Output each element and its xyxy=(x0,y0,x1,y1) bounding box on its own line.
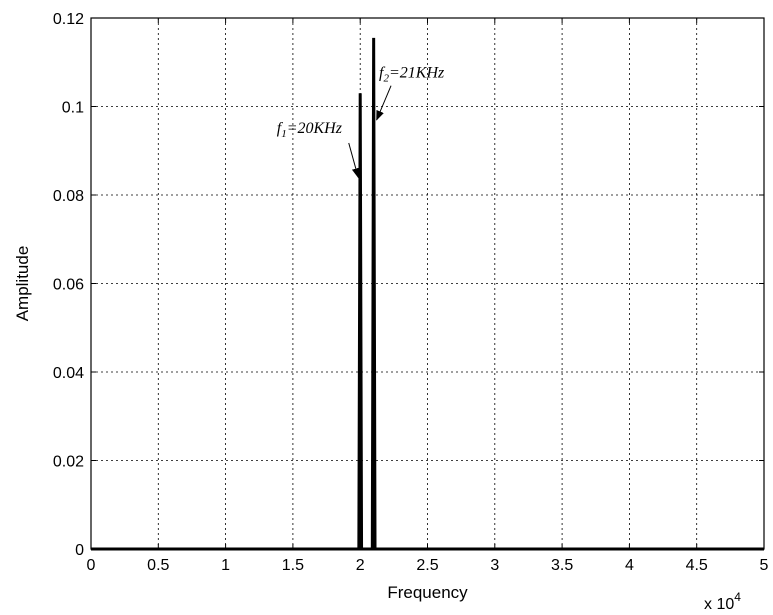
peak-annotation-2: f2=21KHz xyxy=(379,65,445,85)
grid-lines xyxy=(91,18,764,549)
annotations: f1=20KHz f2=21KHz xyxy=(277,65,445,179)
x-tick-label: 0.5 xyxy=(147,557,169,574)
x-tick-label: 1 xyxy=(221,557,230,574)
x-tick-label: 2.5 xyxy=(416,557,438,574)
x-axis-label: Frequency xyxy=(387,583,468,602)
x-exponent-power: 4 xyxy=(734,590,741,604)
x-exponent-label: x 104 xyxy=(704,590,741,613)
x-tick-label: 3 xyxy=(490,557,499,574)
y-tick-label: 0.06 xyxy=(53,277,84,294)
peak-annotation-1: f1=20KHz xyxy=(277,120,343,140)
y-tick-label: 0.02 xyxy=(53,454,84,471)
x-tick-label: 2 xyxy=(356,557,365,574)
x-tick-label: 4.5 xyxy=(686,557,708,574)
y-tick-label: 0.1 xyxy=(62,100,84,117)
x-tick-label: 3.5 xyxy=(551,557,573,574)
y-tick-label: 0.08 xyxy=(53,188,84,205)
peak-annotation-arrow-1 xyxy=(348,142,360,179)
y-axis-label: Amplitude xyxy=(13,246,32,322)
x-tick-label: 5 xyxy=(760,557,769,574)
x-tick-label: 4 xyxy=(625,557,634,574)
y-tick-label: 0 xyxy=(75,542,84,559)
x-tick-label: 0 xyxy=(87,557,96,574)
peak-annotation-arrow-2 xyxy=(376,85,392,121)
x-tick-label: 1.5 xyxy=(282,557,304,574)
axis-ticks: 0 0.5 1 1.5 2 2.5 3 3.5 4 4.5 5 0 0.02 0.04 0.06 0.08 0.… xyxy=(53,11,769,574)
x-exponent-base: x 10 xyxy=(704,596,734,613)
y-tick-label: 0.12 xyxy=(53,11,84,28)
y-tick-label: 0.04 xyxy=(53,365,84,382)
